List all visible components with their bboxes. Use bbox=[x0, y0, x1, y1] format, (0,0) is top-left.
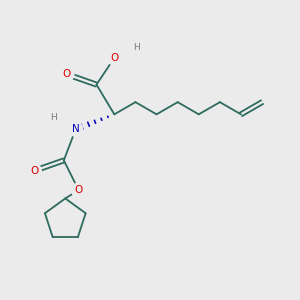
Circle shape bbox=[60, 67, 74, 81]
Text: N: N bbox=[72, 124, 80, 134]
Text: H: H bbox=[133, 43, 140, 52]
Circle shape bbox=[131, 41, 142, 53]
Text: O: O bbox=[30, 166, 38, 176]
Text: O: O bbox=[63, 69, 71, 79]
Circle shape bbox=[107, 51, 122, 65]
Text: H: H bbox=[50, 113, 57, 122]
Circle shape bbox=[27, 164, 41, 178]
Circle shape bbox=[69, 122, 83, 136]
Text: O: O bbox=[74, 185, 83, 195]
Circle shape bbox=[71, 183, 86, 197]
Circle shape bbox=[47, 111, 59, 123]
Text: O: O bbox=[110, 53, 118, 63]
